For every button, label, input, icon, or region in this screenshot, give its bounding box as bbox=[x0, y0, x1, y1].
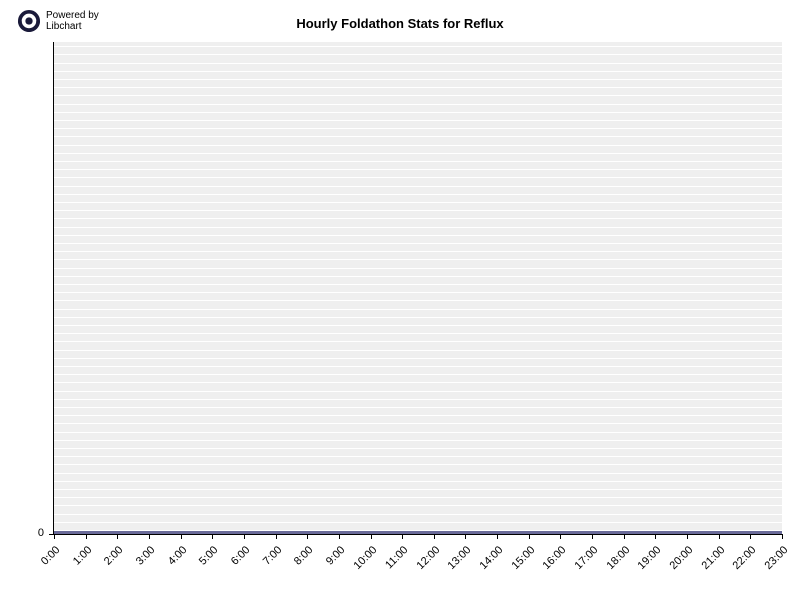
grid-line bbox=[54, 341, 782, 342]
grid-line bbox=[54, 350, 782, 351]
y-tick-label: 0 bbox=[0, 527, 44, 539]
grid-line bbox=[54, 423, 782, 424]
grid-line bbox=[54, 218, 782, 219]
grid-line bbox=[54, 79, 782, 80]
grid-line bbox=[54, 415, 782, 416]
libchart-logo-icon bbox=[18, 10, 40, 32]
x-tick-mark bbox=[465, 534, 466, 539]
grid-line bbox=[54, 358, 782, 359]
grid-line bbox=[54, 522, 782, 523]
x-tick-mark bbox=[371, 534, 372, 539]
grid-line bbox=[54, 259, 782, 260]
x-tick-mark bbox=[181, 534, 182, 539]
x-tick-mark bbox=[117, 534, 118, 539]
grid-line bbox=[54, 440, 782, 441]
grid-line bbox=[54, 95, 782, 96]
grid-line bbox=[54, 473, 782, 474]
x-tick-mark bbox=[86, 534, 87, 539]
grid-line bbox=[54, 325, 782, 326]
branding-text: Powered by Libchart bbox=[46, 10, 99, 32]
grid-line bbox=[54, 63, 782, 64]
grid-line bbox=[54, 432, 782, 433]
grid-line bbox=[54, 128, 782, 129]
grid-line bbox=[54, 145, 782, 146]
grid-line bbox=[54, 309, 782, 310]
grid-line bbox=[54, 464, 782, 465]
grid-line bbox=[54, 71, 782, 72]
x-tick-mark bbox=[655, 534, 656, 539]
grid-line bbox=[54, 505, 782, 506]
branding-line1: Powered by bbox=[46, 10, 99, 21]
grid-line bbox=[54, 194, 782, 195]
chart-title: Hourly Foldathon Stats for Reflux bbox=[296, 16, 503, 31]
grid-line bbox=[54, 268, 782, 269]
x-tick-mark bbox=[54, 534, 55, 539]
grid-line bbox=[54, 186, 782, 187]
grid-line bbox=[54, 366, 782, 367]
grid-line bbox=[54, 243, 782, 244]
grid-line bbox=[54, 284, 782, 285]
x-tick-mark bbox=[782, 534, 783, 539]
x-tick-mark bbox=[687, 534, 688, 539]
grid-line bbox=[54, 391, 782, 392]
grid-line bbox=[54, 202, 782, 203]
grid-line bbox=[54, 292, 782, 293]
x-tick-mark bbox=[434, 534, 435, 539]
grid-line bbox=[54, 169, 782, 170]
y-axis-line bbox=[53, 42, 54, 534]
grid-line bbox=[54, 112, 782, 113]
x-tick-mark bbox=[149, 534, 150, 539]
grid-line bbox=[54, 210, 782, 211]
branding-line2: Libchart bbox=[46, 21, 99, 32]
grid-line bbox=[54, 514, 782, 515]
grid-line bbox=[54, 46, 782, 47]
x-tick-mark bbox=[719, 534, 720, 539]
branding: Powered by Libchart bbox=[18, 10, 99, 32]
grid-line bbox=[54, 136, 782, 137]
x-tick-mark bbox=[592, 534, 593, 539]
grid-line bbox=[54, 276, 782, 277]
x-tick-mark bbox=[560, 534, 561, 539]
x-tick-mark bbox=[339, 534, 340, 539]
grid-line bbox=[54, 374, 782, 375]
grid-line bbox=[54, 497, 782, 498]
x-tick-mark bbox=[212, 534, 213, 539]
grid-line bbox=[54, 120, 782, 121]
grid-line bbox=[54, 235, 782, 236]
x-tick-mark bbox=[624, 534, 625, 539]
grid-line bbox=[54, 300, 782, 301]
x-tick-mark bbox=[402, 534, 403, 539]
grid-line bbox=[54, 399, 782, 400]
grid-line bbox=[54, 456, 782, 457]
chart-plot-area bbox=[54, 42, 782, 534]
grid-line bbox=[54, 161, 782, 162]
grid-line bbox=[54, 227, 782, 228]
grid-line bbox=[54, 104, 782, 105]
grid-line bbox=[54, 333, 782, 334]
grid-line bbox=[54, 481, 782, 482]
x-tick-mark bbox=[497, 534, 498, 539]
grid-line bbox=[54, 251, 782, 252]
grid-line bbox=[54, 448, 782, 449]
x-tick-mark bbox=[276, 534, 277, 539]
x-tick-mark bbox=[307, 534, 308, 539]
x-tick-mark bbox=[529, 534, 530, 539]
grid-line bbox=[54, 489, 782, 490]
x-tick-mark bbox=[244, 534, 245, 539]
x-tick-mark bbox=[750, 534, 751, 539]
grid-line bbox=[54, 382, 782, 383]
grid-line bbox=[54, 54, 782, 55]
x-tick-label: 0:00 bbox=[5, 544, 63, 602]
grid-line bbox=[54, 87, 782, 88]
grid-line bbox=[54, 177, 782, 178]
grid-line bbox=[54, 407, 782, 408]
grid-line bbox=[54, 317, 782, 318]
x-axis-line bbox=[54, 534, 782, 535]
grid-line bbox=[54, 153, 782, 154]
